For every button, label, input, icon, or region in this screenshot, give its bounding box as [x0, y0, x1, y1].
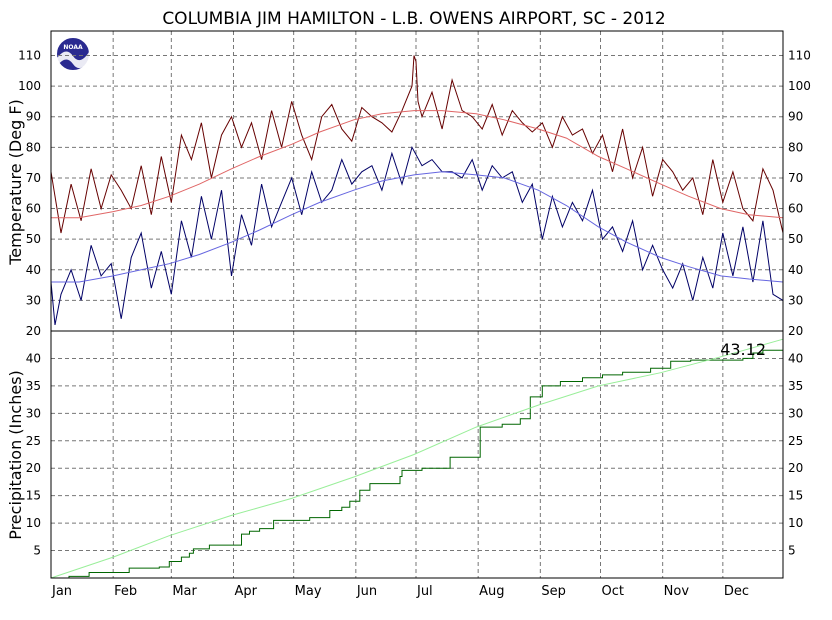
temperature-axis-label: Temperature (Deg F) [6, 99, 25, 266]
month-label: Sep [541, 584, 566, 599]
plot-frame [50, 330, 784, 579]
y-tick-label-left: 100 [18, 79, 41, 93]
precipitation-total-annotation: 43.12 [720, 340, 766, 359]
y-tick-label-right: 90 [788, 110, 803, 124]
month-label: Apr [234, 584, 257, 599]
y-tick-label-left: 90 [26, 110, 41, 124]
chart-title: COLUMBIA JIM HAMILTON - L.B. OWENS AIRPO… [162, 9, 665, 29]
svg-text:NOAA: NOAA [63, 44, 83, 51]
month-label: Jan [51, 584, 72, 599]
month-label: Feb [114, 584, 137, 599]
y-tick-label-right: 5 [788, 544, 796, 558]
y-tick-label-left: 70 [26, 171, 41, 185]
month-labels: Jan Feb Mar Apr May Jun Jul Aug Sep Oct Nov Dec [51, 584, 749, 599]
series-line-normal_low [51, 171, 784, 283]
y-tick-label-right: 50 [788, 232, 803, 246]
y-tick-label-left: 110 [18, 48, 41, 62]
month-label: May [295, 584, 322, 599]
series-line-daily_low [50, 145, 784, 325]
y-tick-label-right: 80 [788, 140, 803, 154]
y-tick-label-left: 80 [26, 140, 41, 154]
noaa-logo: NOAA [55, 36, 91, 72]
y-tick-label-left: 30 [26, 293, 41, 307]
series-line-normal_high [51, 110, 784, 219]
y-tick-label-right: 20 [788, 461, 803, 475]
month-label: Jul [416, 584, 433, 599]
y-tick-label-right: 10 [788, 516, 803, 530]
month-label: Jun [356, 584, 377, 599]
y-tick-label-left: 40 [26, 351, 41, 365]
y-tick-label-left: 20 [26, 461, 41, 475]
y-tick-label-right: 30 [788, 406, 803, 420]
y-tick-label-right: 110 [788, 48, 811, 62]
y-tick-label-right: 70 [788, 171, 803, 185]
y-tick-label-right: 40 [788, 351, 803, 365]
y-tick-label-left: 30 [26, 406, 41, 420]
y-tick-label-left: 10 [26, 516, 41, 530]
y-tick-label-left: 25 [26, 434, 41, 448]
y-tick-label-right: 15 [788, 489, 803, 503]
y-tick-label-left: 20 [26, 324, 41, 338]
month-label: Mar [172, 584, 197, 599]
y-tick-label-left: 50 [26, 232, 41, 246]
y-tick-label-left: 5 [33, 544, 41, 558]
y-tick-label-right: 100 [788, 79, 811, 93]
precipitation-axis-label: Precipitation (Inches) [6, 370, 25, 540]
series-line-normal_cumulative [50, 338, 784, 579]
y-tick-label-left: 35 [26, 379, 41, 393]
temperature-panel: 20 20 30 30 40 40 50 50 60 60 70 70 80 80 90 90 100 100 11… [18, 30, 811, 338]
y-tick-label-right: 60 [788, 202, 803, 216]
y-tick-label-right: 25 [788, 434, 803, 448]
month-label: Dec [724, 584, 749, 599]
y-tick-label-right: 40 [788, 263, 803, 277]
month-label: Oct [602, 584, 624, 599]
series-line-daily_high [50, 55, 784, 234]
y-tick-label-right: 20 [788, 324, 803, 338]
month-label: Nov [664, 584, 690, 599]
precipitation-panel: 5 5 10 10 15 15 20 20 25 25 30 30 35 35 40 40 [26, 330, 803, 579]
y-tick-label-left: 60 [26, 202, 41, 216]
month-label: Aug [479, 584, 504, 599]
series-line-cumulative [51, 341, 784, 579]
y-tick-label-right: 35 [788, 379, 803, 393]
y-tick-label-right: 30 [788, 293, 803, 307]
y-tick-label-left: 15 [26, 489, 41, 503]
y-tick-label-left: 40 [26, 263, 41, 277]
